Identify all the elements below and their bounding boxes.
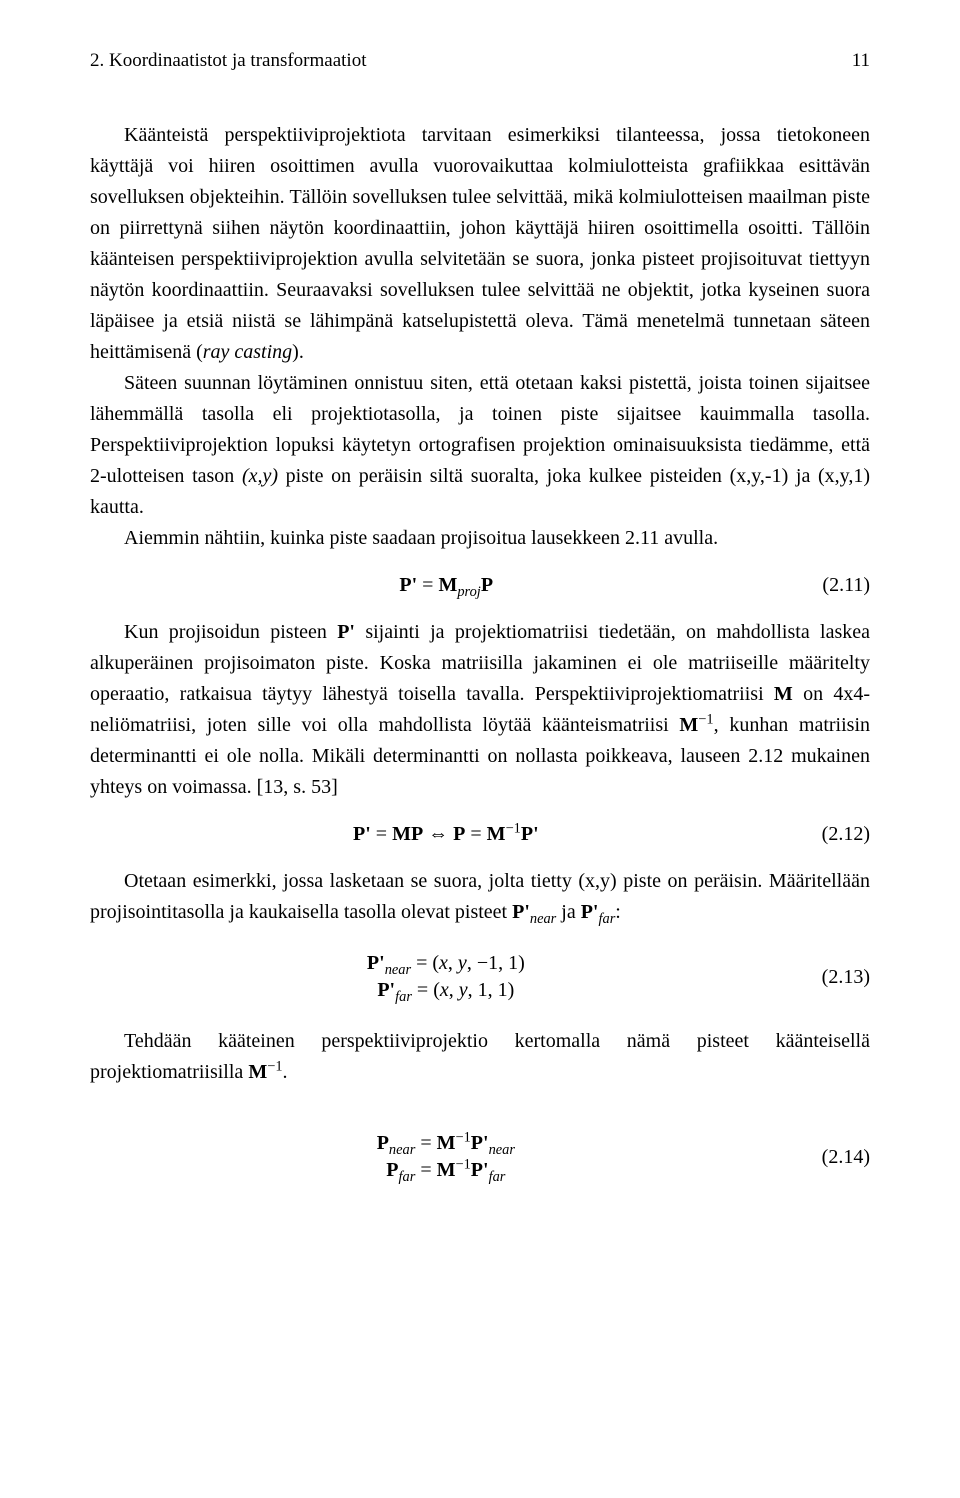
equation-2-14: Pnear = M−1P'near Pfar = M−1P'far (2.14) (90, 1128, 870, 1186)
equation-2-14-number: (2.14) (802, 1146, 870, 1169)
paragraph-1: Käänteistä perspektiiviprojektiota tarvi… (90, 120, 870, 368)
equation-2-12-body: P' = MP ⇔ P = M−1P' (90, 823, 802, 846)
paragraph-2-em: (x,y) (242, 465, 278, 487)
paragraph-2: Säteen suunnan löytäminen onnistuu siten… (90, 368, 870, 523)
header-page-number: 11 (852, 50, 870, 72)
equation-2-12-number: (2.12) (802, 823, 870, 846)
paragraph-5-a: Otetaan esimerkki, jossa lasketaan se su… (90, 870, 870, 923)
running-header: 2. Koordinaatistot ja transformaatiot 11 (90, 50, 870, 72)
equation-2-13: P'near = (x, y, −1, 1) P'far = (x, y, 1,… (90, 948, 870, 1006)
paragraph-1-em: ray casting (203, 341, 292, 363)
paragraph-3-text: Aiemmin nähtiin, kuinka piste saadaan pr… (124, 527, 718, 549)
paragraph-5-and: ja (556, 901, 580, 923)
paragraph-6: Tehdään kääteinen perspektiiviprojektio … (90, 1026, 870, 1088)
equation-2-13-body: P'near = (x, y, −1, 1) P'far = (x, y, 1,… (90, 948, 802, 1006)
equation-2-11: P' = MprojP (2.11) (90, 574, 870, 597)
paragraph-6-b: . (283, 1061, 288, 1083)
equation-2-11-number: (2.11) (802, 574, 870, 597)
equation-2-13-number: (2.13) (802, 966, 870, 989)
equation-2-14-body: Pnear = M−1P'near Pfar = M−1P'far (90, 1128, 802, 1186)
paragraph-6-a: Tehdään kääteinen perspektiiviprojektio … (90, 1030, 870, 1083)
equation-2-11-body: P' = MprojP (90, 574, 802, 597)
header-left: 2. Koordinaatistot ja transformaatiot (90, 50, 366, 72)
paragraph-5: Otetaan esimerkki, jossa lasketaan se su… (90, 866, 870, 928)
paragraph-4-a: Kun projisoidun pisteen (124, 621, 337, 643)
paragraph-3: Aiemmin nähtiin, kuinka piste saadaan pr… (90, 523, 870, 554)
paragraph-5-b: : (615, 901, 621, 923)
equation-2-12: P' = MP ⇔ P = M−1P' (2.12) (90, 823, 870, 846)
paragraph-1-text: Käänteistä perspektiiviprojektiota tarvi… (90, 124, 870, 363)
page: 2. Koordinaatistot ja transformaatiot 11… (0, 0, 960, 1498)
paragraph-1-tail: ). (292, 341, 304, 363)
paragraph-4: Kun projisoidun pisteen P' sijainti ja p… (90, 617, 870, 803)
